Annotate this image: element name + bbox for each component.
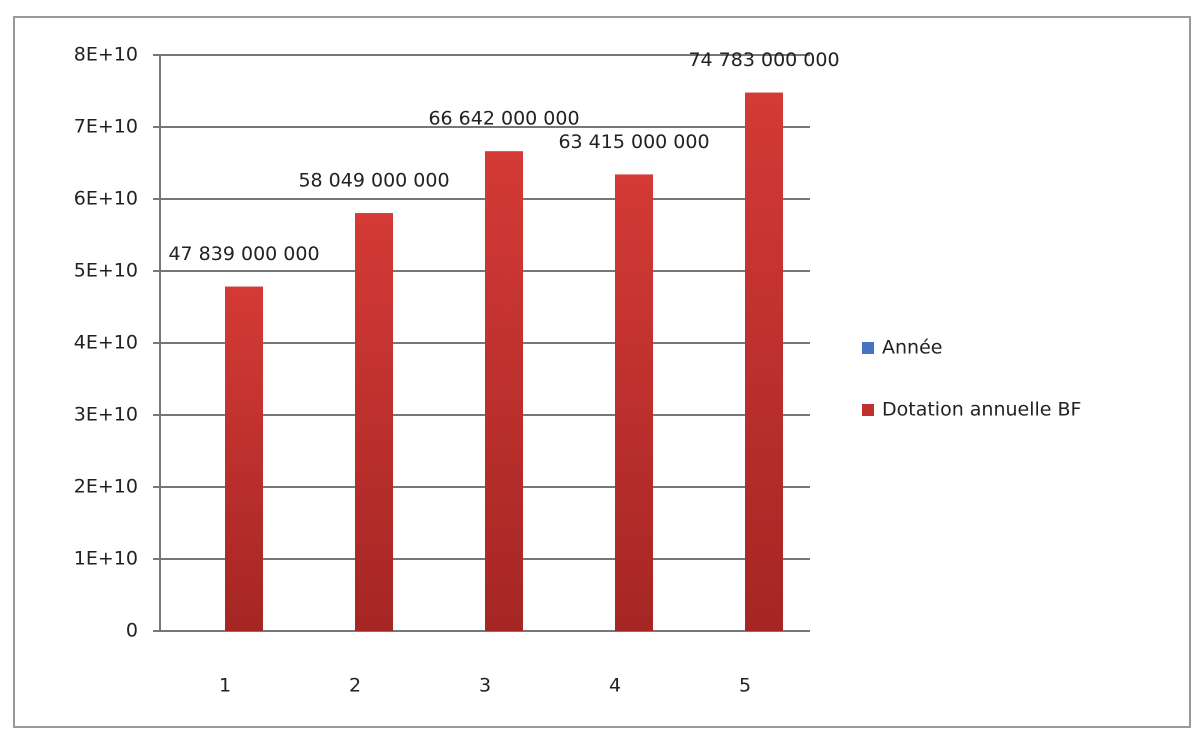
legend-label: Année <box>882 337 942 359</box>
bar <box>225 286 263 631</box>
bar <box>485 151 523 631</box>
y-tick-label: 0 <box>126 620 138 642</box>
legend-label: Dotation annuelle BF <box>882 399 1082 421</box>
x-tick-label: 5 <box>739 675 751 697</box>
y-tick-label: 3E+10 <box>74 404 138 426</box>
data-label: 74 783 000 000 <box>688 49 839 71</box>
legend-marker <box>862 342 874 354</box>
bar <box>615 174 653 632</box>
chart-frame <box>13 16 1191 728</box>
x-tick-label: 2 <box>349 675 361 697</box>
y-tick-label: 5E+10 <box>74 260 138 282</box>
data-label: 66 642 000 000 <box>428 108 579 130</box>
y-tick-label: 7E+10 <box>74 116 138 138</box>
y-tick-label: 8E+10 <box>74 44 138 66</box>
x-tick-label: 3 <box>479 675 491 697</box>
legend-marker <box>862 404 874 416</box>
data-label: 58 049 000 000 <box>298 170 449 192</box>
bar <box>745 92 783 632</box>
y-tick-label: 4E+10 <box>74 332 138 354</box>
y-tick-label: 1E+10 <box>74 548 138 570</box>
y-tick-label: 2E+10 <box>74 476 138 498</box>
data-label: 63 415 000 000 <box>558 131 709 153</box>
data-label: 47 839 000 000 <box>168 243 319 265</box>
x-tick-label: 1 <box>219 675 231 697</box>
x-tick-label: 4 <box>609 675 621 697</box>
bar <box>355 213 393 632</box>
y-tick-label: 6E+10 <box>74 188 138 210</box>
